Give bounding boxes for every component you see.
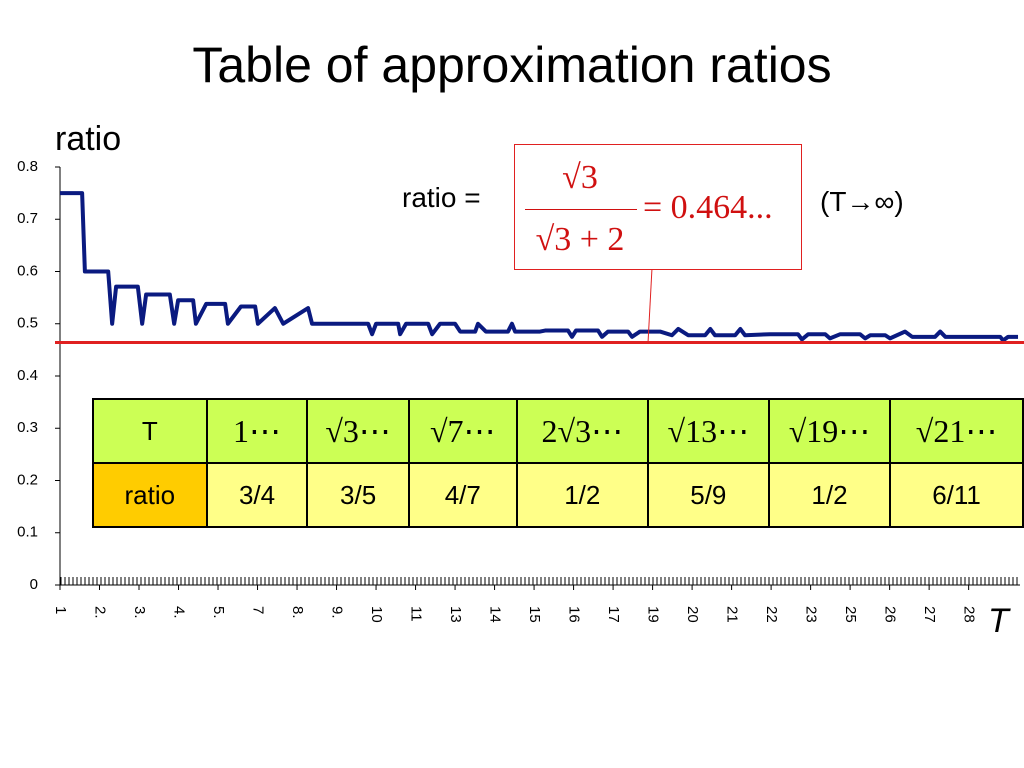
x-tick-label: 23 <box>803 606 820 623</box>
x-tick-label: 25 <box>842 606 859 623</box>
x-tick-label: 1 <box>52 606 69 614</box>
x-tick-label: 27 <box>921 606 938 623</box>
table-cell: √7⋯ <box>407 398 518 464</box>
table-cell: 3/5 <box>306 462 410 528</box>
x-tick-label: 20 <box>684 606 701 623</box>
x-tick-label: 7 <box>250 606 267 614</box>
table-cell: T <box>92 398 208 464</box>
table-cell: 1/2 <box>515 462 649 528</box>
table-cell: 5/9 <box>646 462 770 528</box>
x-tick-label: 3. <box>131 606 148 619</box>
x-tick-label: 10 <box>368 606 385 623</box>
x-tick-label: 21 <box>724 606 741 623</box>
x-axis-label: T <box>988 602 1009 640</box>
table-row: ratio 3/4 3/5 4/7 1/2 5/9 1/2 6/11 <box>92 462 1024 528</box>
x-tick-label: 9. <box>329 606 346 619</box>
y-tick-label: 0.8 <box>17 158 38 175</box>
table-cell: 3/4 <box>205 462 309 528</box>
x-tick-label: 26 <box>882 606 899 623</box>
x-tick-label: 8. <box>289 606 306 619</box>
y-tick-label: 0 <box>30 576 38 593</box>
x-tick-label: 22 <box>763 606 780 623</box>
x-tick-label: 19 <box>645 606 662 623</box>
x-tick-label: 14 <box>487 606 504 623</box>
table-cell: √19⋯ <box>767 398 892 464</box>
formula-lhs: ratio = <box>402 182 481 213</box>
table-cell: √21⋯ <box>889 398 1024 464</box>
table-row: T 1⋯ √3⋯ √7⋯ 2√3⋯ √13⋯ √19⋯ √21⋯ <box>92 398 1024 464</box>
x-tick-label: 28 <box>961 606 978 623</box>
x-tick-label: 4. <box>171 606 188 619</box>
x-tick-label: 13 <box>447 606 464 623</box>
x-tick-label: 15 <box>526 606 543 623</box>
minor-ticks <box>60 577 1020 585</box>
y-tick-label: 0.5 <box>17 315 38 332</box>
table-cell: 2√3⋯ <box>515 398 649 464</box>
table-cell: 6/11 <box>889 462 1024 528</box>
x-tick-label: 17 <box>605 606 622 623</box>
title: Table of approximation ratios <box>192 37 832 93</box>
callout-line <box>647 267 653 344</box>
fraction-bar <box>525 209 637 210</box>
y-tick-label: 0.7 <box>17 210 38 227</box>
y-tick-label: 0.3 <box>17 419 38 436</box>
line-series <box>60 191 1019 343</box>
table-cell: √13⋯ <box>646 398 770 464</box>
x-tick-label: 2. <box>92 606 109 619</box>
y-tick-label: 0.6 <box>17 262 38 279</box>
y-tick-label: 0.4 <box>17 367 38 384</box>
y-tick-label: 0.2 <box>17 471 38 488</box>
result: = 0.464... <box>643 189 773 226</box>
ratio-table: T 1⋯ √3⋯ √7⋯ 2√3⋯ √13⋯ √19⋯ √21⋯ ratio 3/4 3/5 4/7 1… <box>92 398 1024 528</box>
table-cell: 1/2 <box>767 462 892 528</box>
y-axis-label: ratio <box>55 120 122 158</box>
table-cell: ratio <box>92 462 208 528</box>
x-tick-label: 11 <box>408 606 425 622</box>
y-tick-label: 0.1 <box>17 524 38 541</box>
formula-box: √3 √3 + 2 = 0.464... <box>514 144 802 270</box>
numerator: √3 <box>562 159 598 196</box>
limit: (T→∞) <box>820 186 904 217</box>
denominator: √3 + 2 <box>535 221 625 258</box>
table-cell: √3⋯ <box>306 398 410 464</box>
x-tick-label: 5. <box>210 606 227 619</box>
table-cell: 1⋯ <box>205 398 309 464</box>
x-tick-label: 16 <box>566 606 583 623</box>
table-cell: 4/7 <box>407 462 518 528</box>
